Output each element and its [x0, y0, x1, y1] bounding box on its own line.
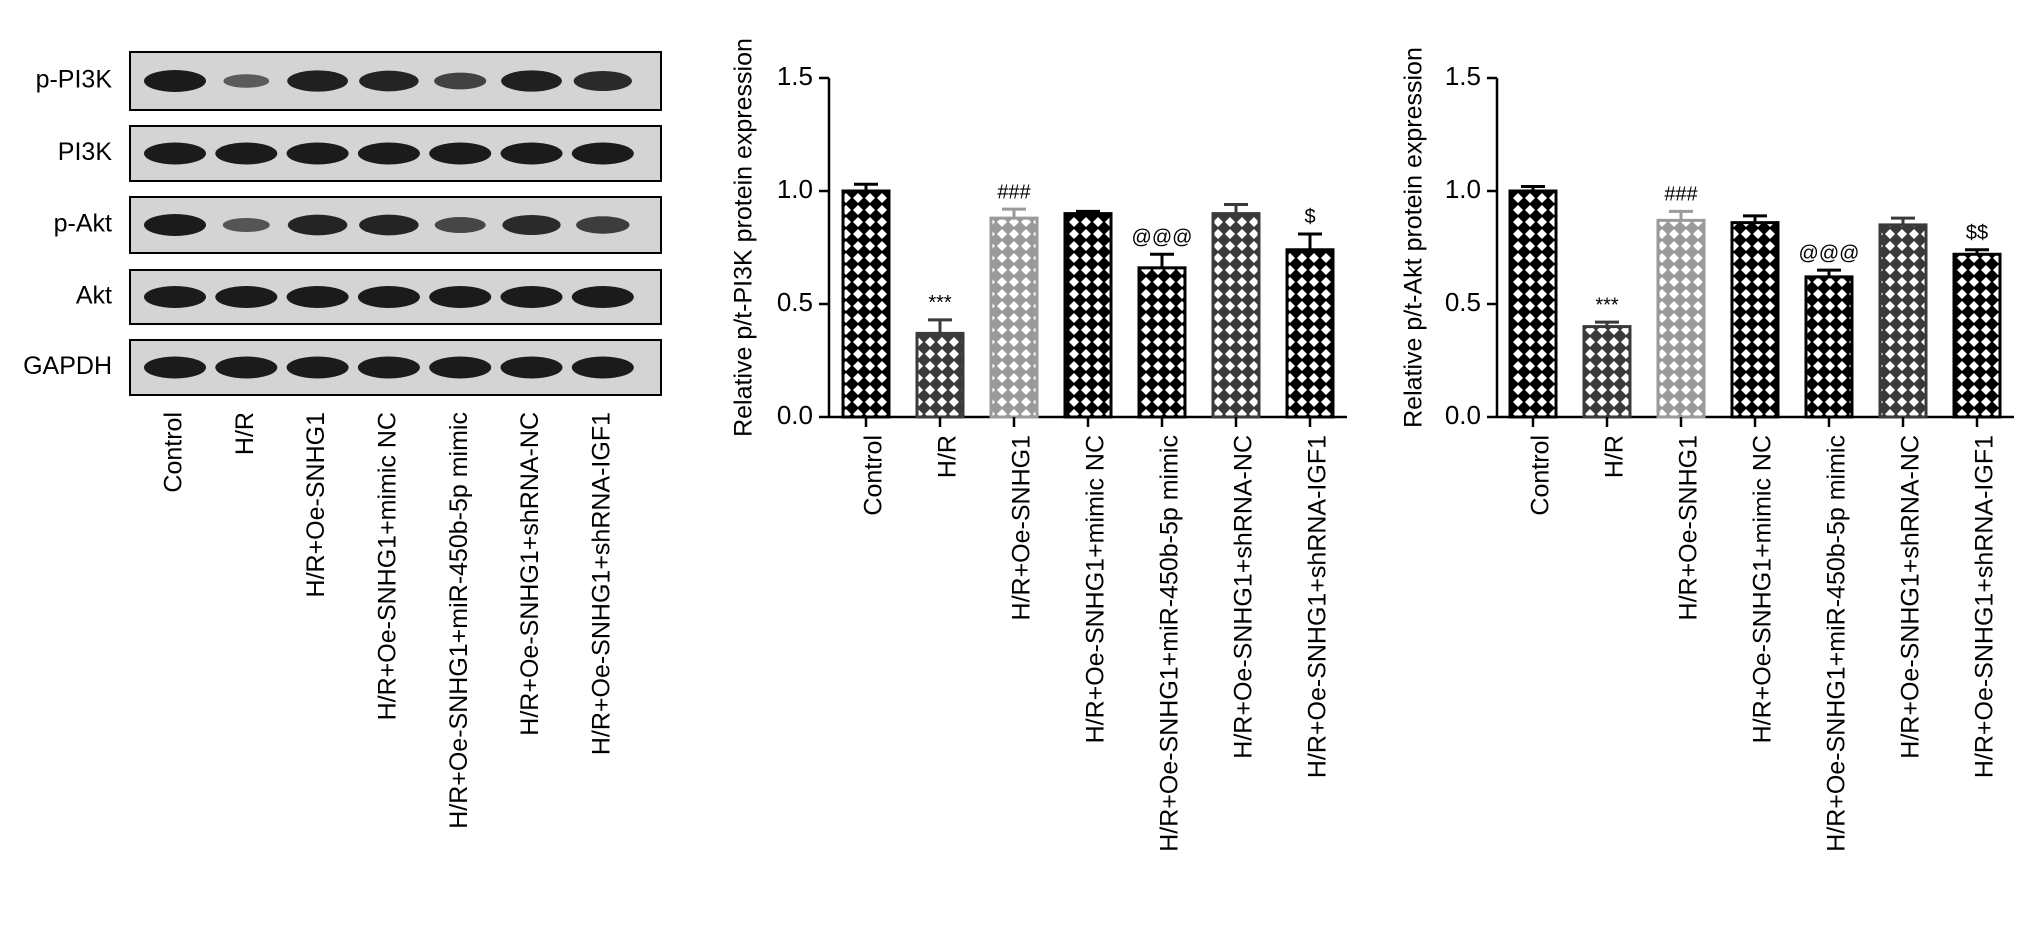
significance-label: @@@: [1799, 242, 1860, 264]
blot-band: [286, 142, 349, 165]
bar: [1137, 266, 1187, 419]
blot-row-label: p-PI3K: [36, 66, 113, 94]
blot-band: [215, 286, 278, 308]
blot-band: [359, 214, 419, 236]
blot-band: [223, 74, 270, 88]
x-tick-label: H/R+Oe-SNHG1: [1008, 435, 1036, 620]
blot-band: [144, 214, 206, 236]
blot-lane-label: H/R+Oe-SNHG1: [302, 412, 330, 597]
blot-band: [571, 356, 634, 379]
x-tick-label: H/R+Oe-SNHG1+miR-450b-5p mimic: [1156, 435, 1184, 852]
blot-band: [222, 217, 270, 233]
blot-row-label: GAPDH: [23, 352, 112, 380]
blot-band: [429, 286, 492, 308]
x-tick-label: H/R+Oe-SNHG1+shRNA-NC: [1230, 435, 1258, 759]
x-tick-label: H/R+Oe-SNHG1+shRNA-IGF1: [1971, 435, 1999, 778]
bar: [1730, 221, 1780, 419]
blot-band: [571, 142, 634, 165]
significance-label: ###: [1664, 184, 1698, 206]
y-tick-label: 0.0: [1445, 400, 1481, 430]
bar: [1952, 252, 2002, 419]
blot-lane-label: H/R: [231, 412, 259, 455]
blot-band: [429, 142, 492, 165]
blot-band: [144, 356, 206, 379]
x-tick-label: Control: [860, 435, 888, 516]
bar: [1582, 325, 1632, 419]
blot-band: [287, 70, 348, 92]
blot-band: [429, 356, 492, 379]
x-tick-label: H/R: [934, 435, 962, 478]
bar: [1656, 218, 1706, 419]
blot-band: [501, 70, 562, 92]
blot-band: [215, 356, 278, 379]
y-tick-label: 0.5: [777, 287, 813, 317]
blot-band: [286, 356, 349, 379]
y-tick-label: 0.5: [1445, 287, 1481, 317]
y-tick-label: 1.0: [1445, 174, 1481, 204]
blot-band: [357, 356, 420, 379]
blot-band: [576, 216, 630, 234]
significance-label: @@@: [1132, 227, 1193, 249]
significance-label: ***: [1595, 294, 1619, 316]
blot-band: [286, 286, 349, 308]
x-tick-label: H/R+Oe-SNHG1+shRNA-NC: [1897, 435, 1925, 759]
blot-band: [144, 286, 206, 308]
y-tick-label: 1.5: [1445, 61, 1481, 91]
bar: [1878, 223, 1928, 419]
y-tick-label: 1.5: [777, 61, 813, 91]
significance-label: ###: [997, 181, 1031, 203]
y-tick-label: 0.0: [777, 400, 813, 430]
blot-band: [215, 142, 278, 165]
blot-row-label: p-Akt: [54, 210, 112, 238]
bar: [915, 331, 965, 419]
blot-lane-label: H/R+Oe-SNHG1+shRNA-NC: [516, 412, 544, 736]
x-tick-label: H/R+Oe-SNHG1+mimic NC: [1082, 435, 1110, 743]
blot-band: [573, 70, 632, 92]
blot-band: [502, 214, 561, 236]
blot-band: [500, 356, 563, 379]
blot-band: [571, 286, 634, 308]
blot-band: [434, 72, 487, 90]
blot-band: [357, 286, 420, 308]
blot-band: [144, 70, 206, 92]
x-tick-label: H/R: [1601, 435, 1629, 478]
bar: [1063, 212, 1113, 419]
blot-lane-label: Control: [160, 412, 188, 493]
x-tick-label: H/R+Oe-SNHG1+shRNA-IGF1: [1304, 435, 1332, 778]
y-axis-title: Relative p/t-Akt protein expression: [1400, 47, 1428, 428]
blot-lane-label: H/R+Oe-SNHG1+mimic NC: [374, 412, 402, 720]
blot-lane-label: H/R+Oe-SNHG1+miR-450b-5p mimic: [445, 412, 473, 829]
blot-lane-label: H/R+Oe-SNHG1+shRNA-IGF1: [587, 412, 615, 755]
x-tick-label: H/R+Oe-SNHG1+miR-450b-5p mimic: [1823, 435, 1851, 852]
significance-label: $: [1304, 206, 1315, 228]
x-tick-label: Control: [1527, 435, 1555, 516]
bar: [1285, 248, 1335, 419]
blot-band: [287, 214, 348, 236]
blot-band: [144, 142, 206, 165]
bar: [841, 189, 891, 419]
bar: [1211, 212, 1261, 419]
y-tick-label: 1.0: [777, 174, 813, 204]
blot-row-label: Akt: [76, 282, 112, 310]
blot-band: [500, 142, 563, 165]
bar: [1508, 189, 1558, 419]
x-tick-label: H/R+Oe-SNHG1+mimic NC: [1749, 435, 1777, 743]
significance-label: $$: [1966, 222, 1988, 244]
blot-band: [359, 70, 419, 92]
significance-label: ***: [928, 292, 952, 314]
blot-band: [500, 286, 563, 308]
y-axis-title: Relative p/t-PI3K protein expression: [730, 38, 758, 437]
bar: [1804, 275, 1854, 419]
x-tick-label: H/R+Oe-SNHG1: [1675, 435, 1703, 620]
blot-row-label: PI3K: [58, 138, 113, 166]
bar: [989, 216, 1039, 419]
blot-band: [434, 216, 486, 234]
blot-band: [357, 142, 420, 165]
